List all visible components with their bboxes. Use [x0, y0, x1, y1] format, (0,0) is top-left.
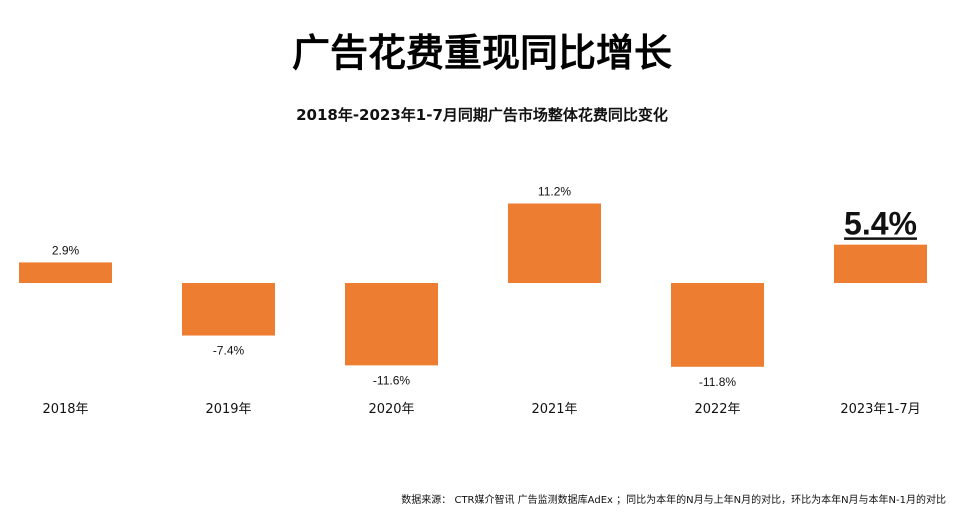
data-label-5: 5.4%	[844, 206, 917, 242]
bar-chart: 2.9% 2018年 -7.4% 2019年 -11.6% 2020年 11.2% 2021年…	[19, 184, 927, 417]
page-title: 广告花费重现同比增长	[291, 31, 672, 75]
bar-3	[508, 203, 601, 283]
data-label-3: 11.2%	[538, 184, 571, 198]
category-label-1: 2019年	[205, 402, 251, 417]
bar-5	[834, 244, 927, 283]
data-label-4: -11.8%	[699, 375, 736, 389]
data-label-1: -7.4%	[213, 344, 245, 358]
category-label-3: 2021年	[531, 402, 577, 417]
source-note: 数据来源： CTR媒介智讯 广告监测数据库AdEx ；同比为本年的N月与上年N月…	[401, 495, 946, 506]
data-label-2: -11.6%	[373, 373, 410, 387]
chart-title: 2018年-2023年1-7月同期广告市场整体花费同比变化	[296, 106, 668, 124]
bar-4	[671, 283, 764, 367]
bar-2	[345, 283, 438, 366]
category-label-4: 2022年	[694, 402, 740, 417]
category-label-5: 2023年1-7月	[840, 402, 920, 417]
category-label-0: 2018年	[42, 402, 88, 417]
bar-1	[182, 283, 275, 336]
category-label-2: 2020年	[368, 402, 414, 417]
bar-0	[19, 262, 112, 283]
data-label-0: 2.9%	[52, 243, 80, 257]
